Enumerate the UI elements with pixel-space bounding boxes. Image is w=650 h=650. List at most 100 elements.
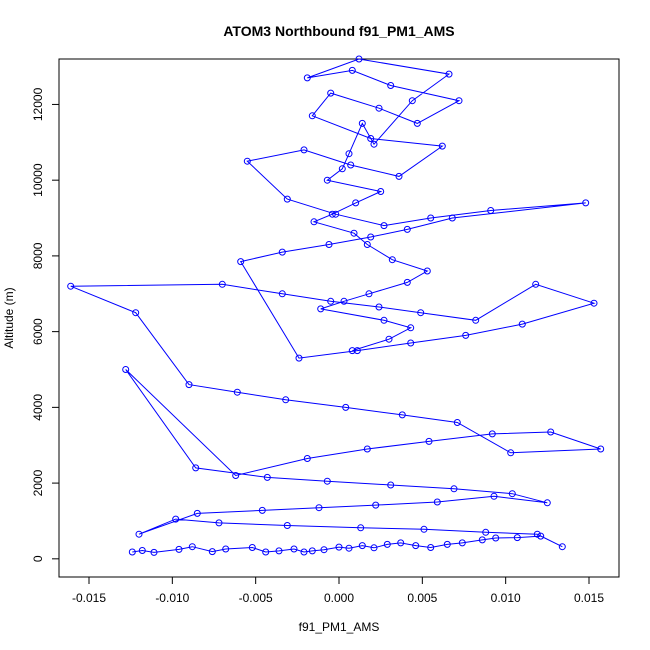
data-point <box>398 411 406 419</box>
series-layer <box>67 55 605 556</box>
data-point <box>508 490 516 498</box>
data-point <box>353 347 361 355</box>
x-axis-label: f91_PM1_AMS <box>299 620 380 634</box>
data-point <box>380 222 388 230</box>
data-point <box>348 66 356 74</box>
data-point <box>310 218 318 226</box>
data-point <box>387 481 395 489</box>
x-tick-label: -0.005 <box>239 591 273 605</box>
data-point <box>132 309 140 317</box>
data-point <box>347 161 355 169</box>
data-point <box>290 545 298 553</box>
data-point <box>175 545 183 553</box>
data-point <box>427 544 435 551</box>
data-point <box>338 165 346 173</box>
data-point <box>365 290 373 298</box>
data-point <box>407 324 415 332</box>
data-point <box>417 309 425 317</box>
data-point <box>582 199 590 207</box>
data-point <box>532 280 540 288</box>
data-point <box>348 347 356 355</box>
data-point <box>427 214 435 222</box>
x-tick-label: 0.015 <box>574 591 604 605</box>
data-point <box>370 544 378 552</box>
data-point <box>518 320 526 328</box>
y-axis: 0 2000 4000 6000 8000 10000 12000 <box>31 87 60 562</box>
data-point <box>423 267 431 275</box>
x-axis: -0.015 -0.010 -0.005 0.000 0.005 0.010 0.015 <box>72 576 604 605</box>
data-point <box>185 381 193 389</box>
data-point <box>543 499 551 507</box>
data-point <box>590 299 598 307</box>
data-point <box>215 519 223 527</box>
y-tick-label: 4000 <box>31 394 45 421</box>
data-point <box>308 112 316 120</box>
data-point <box>138 547 146 554</box>
data-point <box>357 524 365 532</box>
y-tick-label: 8000 <box>31 242 45 269</box>
data-point <box>327 297 335 305</box>
data-point <box>385 335 393 343</box>
x-tick-label: -0.010 <box>155 591 189 605</box>
data-point <box>363 241 371 248</box>
data-point <box>375 104 383 112</box>
data-point <box>453 419 461 426</box>
data-point <box>340 297 348 305</box>
data-point <box>278 290 286 298</box>
data-point <box>263 473 271 481</box>
data-point <box>342 403 350 411</box>
data-point <box>377 188 385 195</box>
data-point <box>380 316 388 324</box>
data-point <box>370 140 378 148</box>
chart-title: ATOM3 Northbound f91_PM1_AMS <box>223 23 454 39</box>
data-point <box>300 548 308 556</box>
data-point <box>395 172 403 180</box>
data-point <box>403 225 411 233</box>
data-point <box>237 258 245 266</box>
y-axis-label: Altitude (m) <box>2 287 16 348</box>
data-point <box>193 509 201 517</box>
data-point <box>282 396 290 404</box>
data-point <box>487 207 495 214</box>
data-point <box>472 316 480 324</box>
data-point <box>172 515 180 523</box>
data-point <box>232 472 240 479</box>
data-point <box>458 539 466 547</box>
data-point <box>325 241 333 248</box>
data-point <box>358 542 366 550</box>
data-point <box>387 82 395 89</box>
data-point <box>295 354 303 362</box>
data-point <box>300 146 308 154</box>
x-tick-label: 0.005 <box>407 591 437 605</box>
data-point <box>358 119 366 127</box>
data-point <box>352 199 360 207</box>
data-point <box>408 97 416 105</box>
data-point <box>448 214 456 222</box>
data-point <box>490 492 498 500</box>
data-point <box>308 547 316 555</box>
y-tick-label: 12000 <box>31 87 45 121</box>
data-point <box>413 119 421 127</box>
data-point <box>445 70 453 78</box>
data-point <box>345 150 353 158</box>
x-tick-label: 0.010 <box>491 591 521 605</box>
data-point <box>283 522 291 529</box>
data-point <box>513 534 521 542</box>
data-point <box>303 455 311 462</box>
data-point <box>258 506 266 514</box>
data-point <box>283 195 291 203</box>
data-point <box>407 339 415 347</box>
data-point <box>547 428 555 436</box>
data-point <box>403 278 411 286</box>
data-point <box>350 229 358 237</box>
data-point <box>188 543 196 551</box>
data-point <box>243 157 251 165</box>
data-point <box>192 464 200 472</box>
data-point <box>355 55 363 63</box>
y-tick-label: 2000 <box>31 469 45 496</box>
data-point <box>320 546 328 554</box>
data-point <box>425 437 433 445</box>
data-point <box>438 142 446 150</box>
y-tick-label: 6000 <box>31 318 45 345</box>
data-point <box>420 525 428 533</box>
